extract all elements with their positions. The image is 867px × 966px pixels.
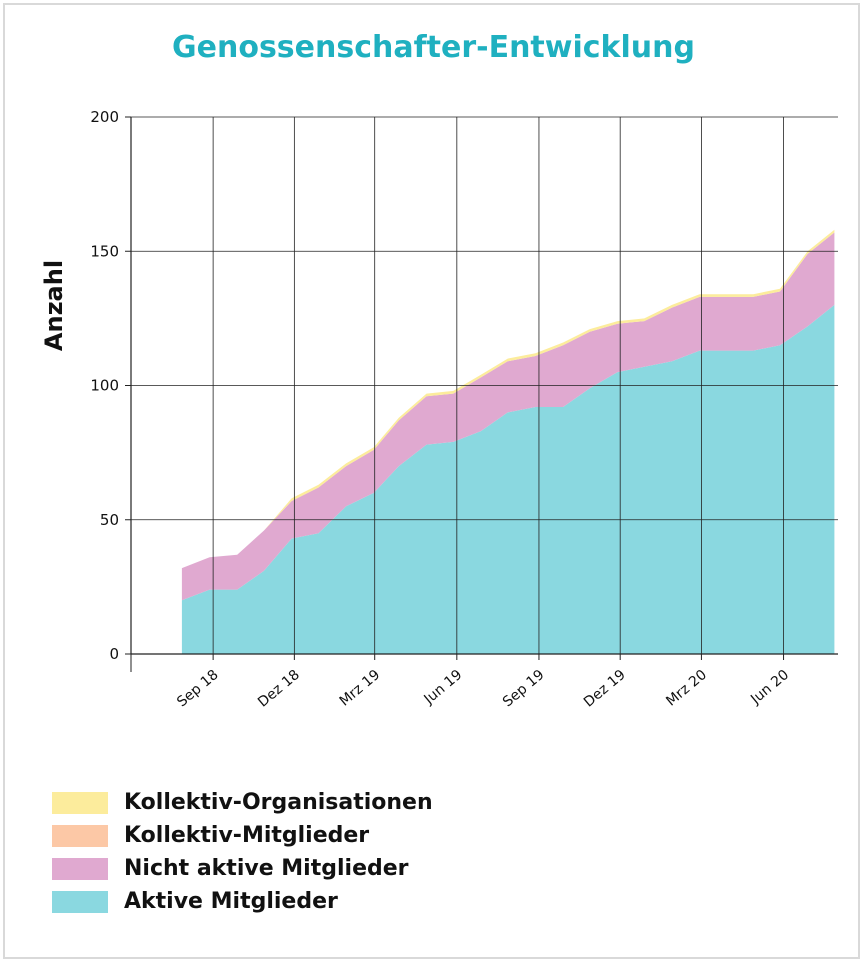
chart-title: Genossenschafter-Entwicklung — [172, 30, 695, 65]
x-tick-label: Jun 20 — [747, 667, 792, 708]
y-tick-label: 0 — [109, 645, 119, 663]
legend-label: Nicht aktive Mitglieder — [124, 856, 409, 881]
y-axis-label: Anzahl — [40, 260, 68, 351]
y-tick-label: 200 — [90, 108, 119, 126]
legend-item-nicht-aktive-mitglieder: Nicht aktive Mitglieder — [52, 852, 433, 885]
legend-swatch — [52, 857, 108, 880]
x-tick-label: Sep 18 — [174, 667, 222, 711]
legend-label: Kollektiv-Mitglieder — [124, 823, 370, 848]
x-tick-label: Sep 19 — [500, 667, 548, 711]
y-tick-label: 100 — [90, 377, 119, 395]
y-tick-label: 50 — [100, 511, 119, 529]
y-tick-label: 150 — [90, 242, 119, 260]
area-aktive-mitglieder — [181, 304, 835, 654]
x-tick-label: Dez 19 — [581, 667, 629, 711]
legend-item-kollektiv-mitglieder: Kollektiv-Mitglieder — [52, 819, 433, 852]
legend-item-kollektiv-organisationen: Kollektiv-Organisationen — [52, 786, 433, 819]
legend-swatch — [52, 824, 108, 847]
legend-swatch — [52, 791, 108, 814]
x-tick-label: Mrz 19 — [337, 667, 384, 710]
legend-label: Kollektiv-Organisationen — [124, 790, 433, 815]
x-tick-label: Dez 18 — [255, 667, 303, 711]
chart-legend: Kollektiv-Organisationen Kollektiv-Mitgli… — [52, 786, 433, 918]
area-nicht-aktive-mitglieder — [181, 232, 835, 601]
x-tick-label: Jun 19 — [421, 667, 466, 708]
legend-item-aktive-mitglieder: Aktive Mitglieder — [52, 885, 433, 918]
legend-swatch — [52, 890, 108, 913]
legend-label: Aktive Mitglieder — [124, 889, 338, 914]
x-tick-label: Mrz 20 — [663, 667, 710, 710]
